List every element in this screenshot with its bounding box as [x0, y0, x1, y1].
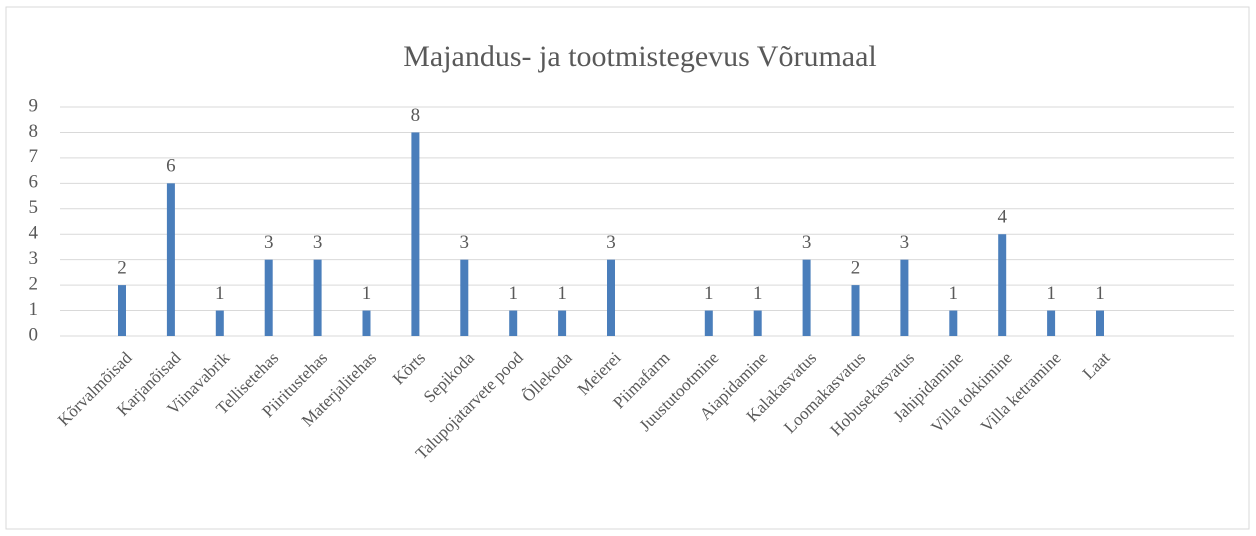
y-tick-label: 2 — [29, 273, 39, 294]
value-label: 1 — [704, 283, 714, 304]
value-label: 2 — [117, 257, 127, 278]
value-label: 1 — [1095, 283, 1105, 304]
bar — [362, 310, 371, 336]
bar — [704, 310, 713, 336]
value-label: 1 — [508, 283, 518, 304]
bar — [166, 183, 175, 336]
bar — [998, 234, 1007, 336]
bar — [851, 285, 860, 336]
bar — [509, 310, 518, 336]
bar — [118, 285, 126, 336]
bar — [313, 259, 322, 336]
value-label: 3 — [313, 232, 323, 253]
y-tick-label: 6 — [29, 172, 39, 193]
value-label: 8 — [411, 105, 421, 126]
value-label: 1 — [215, 283, 225, 304]
value-label: 1 — [753, 283, 763, 304]
bar — [411, 132, 420, 336]
value-label: 1 — [1046, 283, 1056, 304]
bar — [900, 259, 909, 336]
value-label: 1 — [557, 283, 567, 304]
value-label: 3 — [606, 232, 616, 253]
value-label: 4 — [997, 207, 1007, 228]
y-tick-label: 1 — [29, 299, 39, 320]
bar — [607, 259, 615, 336]
bar — [264, 259, 273, 336]
bar — [753, 310, 762, 336]
y-tick-label: 3 — [29, 248, 39, 269]
y-tick-label: 8 — [29, 121, 39, 142]
y-tick-label: 7 — [29, 146, 39, 167]
value-label: 6 — [166, 156, 176, 177]
y-tick-label: 0 — [29, 324, 39, 345]
y-tick-label: 9 — [29, 95, 39, 116]
y-tick-label: 5 — [29, 197, 39, 218]
chart-frame — [5, 6, 1250, 530]
chart-title: Majandus- ja tootmistegevus Võrumaal — [403, 40, 877, 73]
value-label: 2 — [851, 257, 861, 278]
bar — [215, 310, 224, 336]
y-tick-label: 4 — [29, 223, 39, 244]
value-label: 1 — [362, 283, 372, 304]
bar — [558, 310, 567, 336]
value-label: 3 — [802, 232, 812, 253]
bar — [460, 259, 469, 336]
bar — [1047, 310, 1056, 336]
bar — [1096, 310, 1104, 336]
value-label: 1 — [949, 283, 959, 304]
bar — [949, 310, 958, 336]
value-label: 3 — [264, 232, 274, 253]
value-label: 3 — [460, 232, 470, 253]
value-label: 3 — [900, 232, 910, 253]
bar — [802, 259, 811, 336]
